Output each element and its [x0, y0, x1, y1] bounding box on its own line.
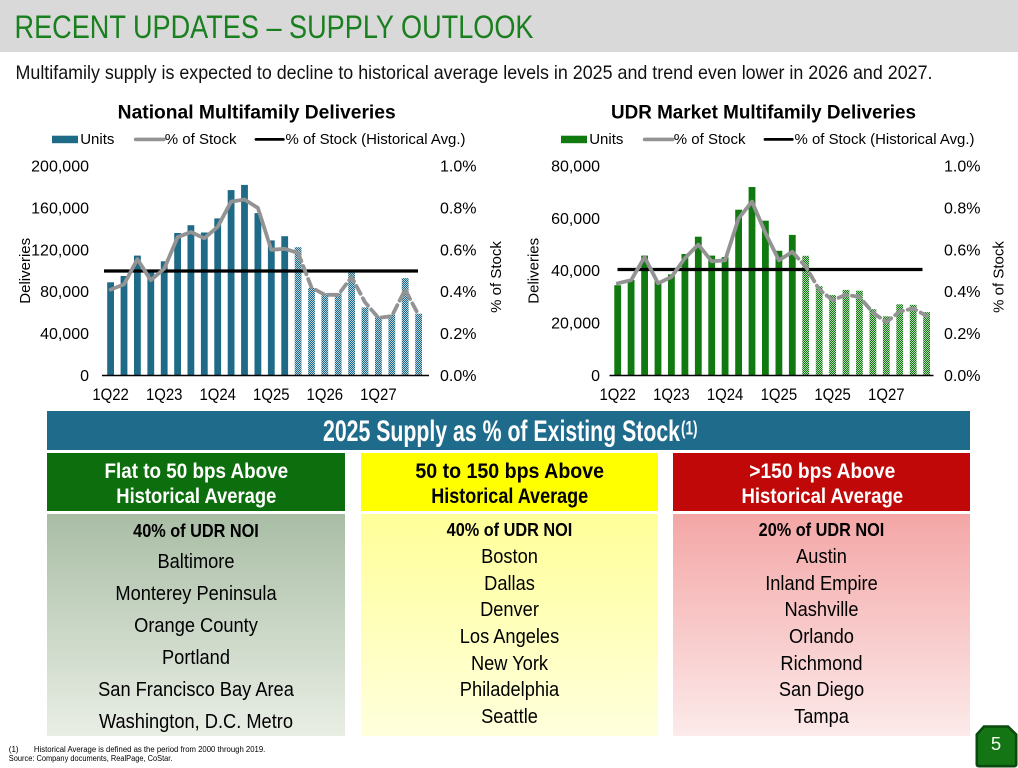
- svg-text:1.0%: 1.0%: [944, 159, 980, 176]
- svg-text:0.6%: 0.6%: [440, 242, 476, 259]
- svg-text:% of Stock: % of Stock: [165, 131, 237, 148]
- svg-text:0: 0: [591, 368, 600, 385]
- svg-text:50 to 150 bps Above: 50 to 150 bps Above: [415, 460, 604, 483]
- svg-text:0.4%: 0.4%: [440, 284, 476, 301]
- svg-text:0.8%: 0.8%: [440, 200, 476, 217]
- svg-text:Historical Average: Historical Average: [742, 485, 904, 508]
- svg-text:Source: Company documents, Rea: Source: Company documents, RealPage, CoS…: [9, 754, 173, 763]
- svg-text:2025 Supply as % of Existing S: 2025 Supply as % of Existing Stock: [323, 415, 680, 448]
- svg-text:Flat to 50 bps Above: Flat to 50 bps Above: [105, 460, 289, 483]
- svg-text:40,000: 40,000: [551, 263, 600, 280]
- svg-text:Multifamily supply is expected: Multifamily supply is expected to declin…: [16, 62, 933, 84]
- svg-text:% of Stock: % of Stock: [991, 241, 1008, 313]
- svg-text:0.6%: 0.6%: [944, 242, 980, 259]
- svg-text:0.2%: 0.2%: [944, 326, 980, 343]
- svg-text:1Q22: 1Q22: [92, 386, 129, 404]
- svg-text:Deliveries: Deliveries: [526, 238, 543, 304]
- svg-text:5: 5: [991, 733, 1001, 754]
- svg-text:% of Stock (Historical Avg.): % of Stock (Historical Avg.): [795, 131, 975, 148]
- svg-text:1Q23: 1Q23: [146, 386, 183, 404]
- svg-text:1.0%: 1.0%: [440, 159, 476, 176]
- svg-text:40,000: 40,000: [40, 326, 89, 343]
- svg-text:80,000: 80,000: [40, 284, 89, 301]
- svg-text:1Q23: 1Q23: [653, 386, 690, 404]
- svg-text:Deliveries: Deliveries: [17, 238, 34, 304]
- svg-text:% of Stock (Historical Avg.): % of Stock (Historical Avg.): [286, 131, 466, 148]
- svg-text:(1): (1): [681, 419, 698, 440]
- svg-text:80,000: 80,000: [551, 159, 600, 176]
- svg-text:60,000: 60,000: [551, 211, 600, 228]
- svg-text:1Q22: 1Q22: [599, 386, 636, 404]
- svg-text:Historical Average is defined: Historical Average is defined as the per…: [34, 745, 265, 754]
- svg-text:0.8%: 0.8%: [944, 200, 980, 217]
- svg-text:1Q27: 1Q27: [360, 386, 397, 404]
- svg-text:1Q25: 1Q25: [253, 386, 290, 404]
- svg-text:National Multifamily Deliverie: National Multifamily Deliveries: [118, 102, 396, 123]
- svg-text:Units: Units: [589, 131, 623, 148]
- svg-text:UDR Market Multifamily Deliver: UDR Market Multifamily Deliveries: [611, 102, 916, 123]
- svg-text:0.4%: 0.4%: [944, 284, 980, 301]
- svg-text:1Q24: 1Q24: [199, 386, 236, 404]
- svg-text:0.0%: 0.0%: [440, 368, 476, 385]
- svg-text:20,000: 20,000: [551, 316, 600, 333]
- svg-text:Historical Average: Historical Average: [431, 485, 588, 508]
- svg-text:Units: Units: [80, 131, 114, 148]
- svg-text:1Q26: 1Q26: [307, 386, 344, 404]
- svg-text:200,000: 200,000: [31, 159, 89, 176]
- svg-text:0: 0: [80, 368, 89, 385]
- svg-text:1Q25: 1Q25: [761, 386, 798, 404]
- svg-text:1Q25: 1Q25: [814, 386, 851, 404]
- svg-text:% of Stock: % of Stock: [674, 131, 746, 148]
- svg-text:(1): (1): [9, 745, 19, 754]
- svg-text:0.2%: 0.2%: [440, 326, 476, 343]
- svg-text:RECENT UPDATES – SUPPLY OUTLOO: RECENT UPDATES – SUPPLY OUTLOOK: [15, 9, 534, 45]
- svg-text:Historical Average: Historical Average: [116, 485, 276, 508]
- svg-text:% of Stock: % of Stock: [488, 241, 505, 313]
- svg-text:1Q27: 1Q27: [868, 386, 905, 404]
- svg-text:0.0%: 0.0%: [944, 368, 980, 385]
- svg-text:120,000: 120,000: [31, 242, 89, 259]
- svg-text:>150 bps Above: >150 bps Above: [749, 460, 895, 483]
- svg-text:1Q24: 1Q24: [707, 386, 744, 404]
- svg-text:160,000: 160,000: [31, 200, 89, 217]
